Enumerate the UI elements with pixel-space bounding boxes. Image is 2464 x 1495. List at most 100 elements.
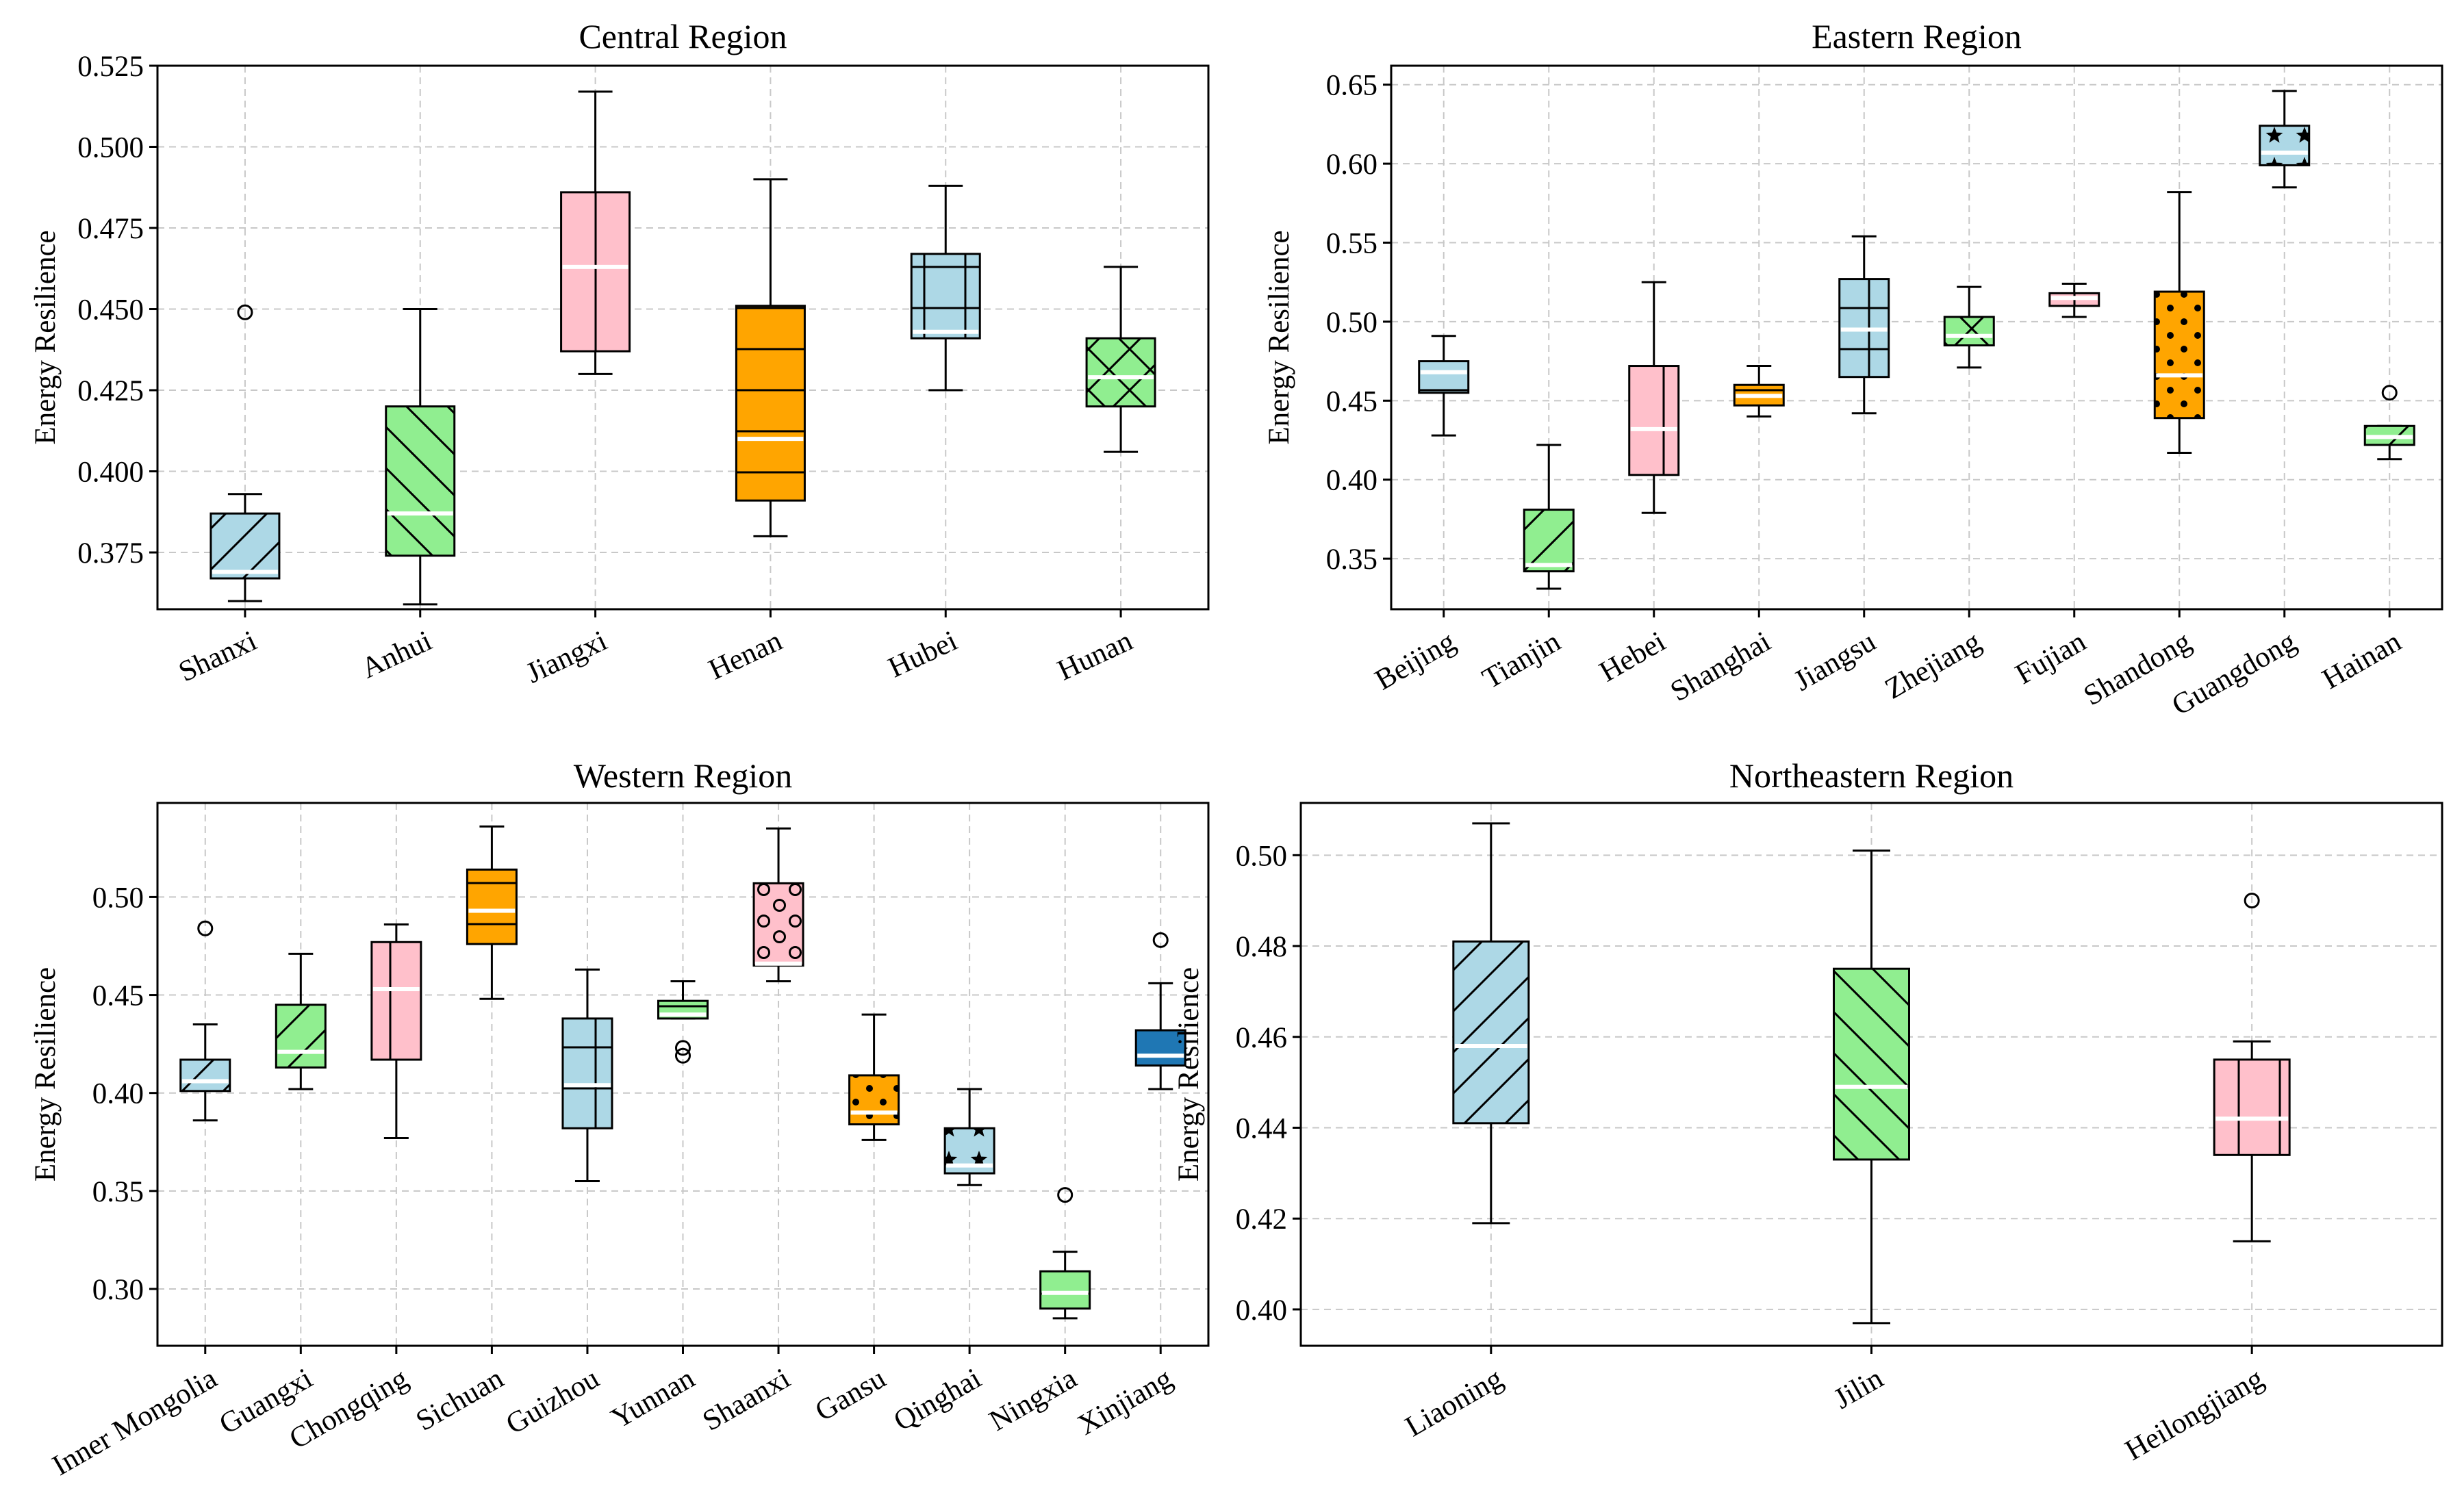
box-hunan	[1085, 266, 1156, 453]
box-inner-mongolia	[179, 920, 231, 1122]
x-tick-label: Hubei	[883, 624, 962, 684]
box-guangxi	[275, 952, 327, 1090]
x-tick-label: Xinjiang	[1072, 1362, 1178, 1442]
y-tick-label: 0.65	[1326, 70, 1377, 102]
x-tick-label: Liaoning	[1400, 1362, 1508, 1443]
y-tick-label: 0.450	[77, 294, 144, 327]
y-tick-label: 0.48	[1236, 931, 1287, 963]
box-chongqing	[370, 923, 422, 1140]
chart-title: Eastern Region	[1812, 17, 2022, 55]
x-tick-label: Hainan	[2317, 626, 2406, 696]
y-tick-label: 0.375	[77, 537, 144, 570]
box-tianjin	[1523, 444, 1575, 590]
chart-title: Western Region	[574, 756, 793, 795]
y-axis-label: Energy Resilience	[1173, 967, 1205, 1181]
x-tick-label: Hunan	[1053, 624, 1138, 687]
iqr-box	[1134, 1029, 1186, 1067]
iqr-box	[560, 191, 631, 353]
y-tick-label: 0.50	[92, 882, 144, 914]
iqr-box	[910, 253, 981, 340]
iqr-box	[1943, 316, 1995, 347]
y-axis-label: Energy Resilience	[29, 230, 62, 444]
x-tick-label: Henan	[704, 624, 787, 686]
iqr-box	[2213, 1058, 2291, 1156]
y-tick-label: 0.35	[92, 1176, 144, 1208]
plot-frame	[1390, 64, 2443, 611]
iqr-box	[385, 405, 456, 557]
plot-frame	[156, 64, 1210, 611]
iqr-box	[1833, 967, 1910, 1161]
iqr-box	[466, 868, 518, 945]
iqr-box	[1628, 365, 1680, 476]
x-tick-label: Shaanxi	[698, 1362, 796, 1438]
northeastern-region-panel: Northeastern Region Energy Resilience 0.40…	[1173, 756, 2443, 1467]
outlier-point	[1152, 932, 1169, 948]
outlier-point	[675, 1047, 691, 1064]
iqr-box	[1039, 1270, 1091, 1310]
box-shandong	[2153, 191, 2205, 454]
iqr-box	[2259, 125, 2311, 166]
box-fujian	[2048, 283, 2100, 318]
x-tick-label: Heilongjiang	[2120, 1362, 2269, 1467]
box-qinghai	[943, 1088, 995, 1186]
iqr-box	[275, 1004, 327, 1069]
box-shaanxi	[752, 827, 804, 983]
box-liaoning	[1452, 822, 1530, 1225]
x-tick-label: Anhui	[357, 624, 437, 685]
chart-title: Northeastern Region	[1729, 756, 2014, 795]
box-hebei	[1628, 281, 1680, 514]
outlier-point	[237, 304, 253, 320]
x-tick-label: Qinghai	[889, 1362, 987, 1438]
x-tick-label: Jiangxi	[521, 624, 611, 689]
x-tick-label: Guizhou	[500, 1362, 605, 1441]
iqr-box	[1418, 360, 1470, 394]
box-jilin	[1833, 849, 1910, 1325]
x-tick-label: Jiangsu	[1789, 626, 1881, 698]
box-anhui	[385, 308, 456, 606]
outlier-point	[197, 920, 214, 936]
eastern-region-panel: Eastern Region Energy Resilience 0.35 0.40 0…	[1263, 17, 2443, 722]
y-tick-label: 0.35	[1326, 544, 1377, 576]
box-zhejiang	[1943, 285, 1995, 369]
x-tick-label: Gansu	[810, 1362, 891, 1428]
central-region-panel: Central Region Energy Resilience 0.375 0.40…	[29, 17, 1210, 690]
y-tick-label: 0.44	[1236, 1112, 1287, 1145]
y-tick-label: 0.425	[77, 375, 144, 407]
y-tick-label: 0.60	[1326, 149, 1377, 181]
box-jiangsu	[1838, 235, 1890, 415]
outlier-point	[675, 1040, 691, 1056]
y-tick-label: 0.30	[92, 1274, 144, 1306]
box-yunnan	[657, 980, 709, 1064]
x-tick-label: Zhejiang	[1879, 626, 1986, 706]
iqr-box	[561, 1017, 613, 1129]
box-henan	[735, 178, 806, 537]
y-tick-label: 0.42	[1236, 1203, 1287, 1236]
x-tick-label: Inner Mongolia	[47, 1362, 223, 1482]
box-jiangxi	[560, 90, 631, 375]
box-sichuan	[466, 825, 518, 1000]
box-beijing	[1418, 335, 1470, 437]
outlier-point	[1057, 1187, 1074, 1203]
iqr-box	[370, 941, 422, 1061]
y-tick-label: 0.50	[1236, 840, 1287, 872]
y-tick-label: 0.40	[1236, 1294, 1287, 1327]
iqr-box	[2153, 290, 2205, 420]
y-tick-label: 0.46	[1236, 1022, 1287, 1054]
box-guizhou	[561, 968, 613, 1183]
y-tick-label: 0.55	[1326, 228, 1377, 260]
outlier-point	[2381, 385, 2398, 401]
x-tick-label: Sichuan	[411, 1362, 509, 1438]
iqr-box	[1523, 509, 1575, 573]
x-tick-label: Ningxia	[984, 1362, 1082, 1438]
y-tick-label: 0.500	[77, 132, 144, 164]
iqr-box	[179, 1058, 231, 1092]
western-region-panel: Western Region Energy Resilience 0.30 0.35 0…	[29, 756, 1210, 1482]
y-tick-label: 0.45	[92, 980, 144, 1012]
box-gansu	[848, 1013, 900, 1141]
x-tick-label: Hebei	[1594, 626, 1671, 689]
chart-title: Central Region	[579, 17, 787, 55]
x-tick-label: Yunnan	[606, 1362, 700, 1435]
box-xinjiang	[1134, 932, 1186, 1090]
box-ningxia	[1039, 1187, 1091, 1320]
